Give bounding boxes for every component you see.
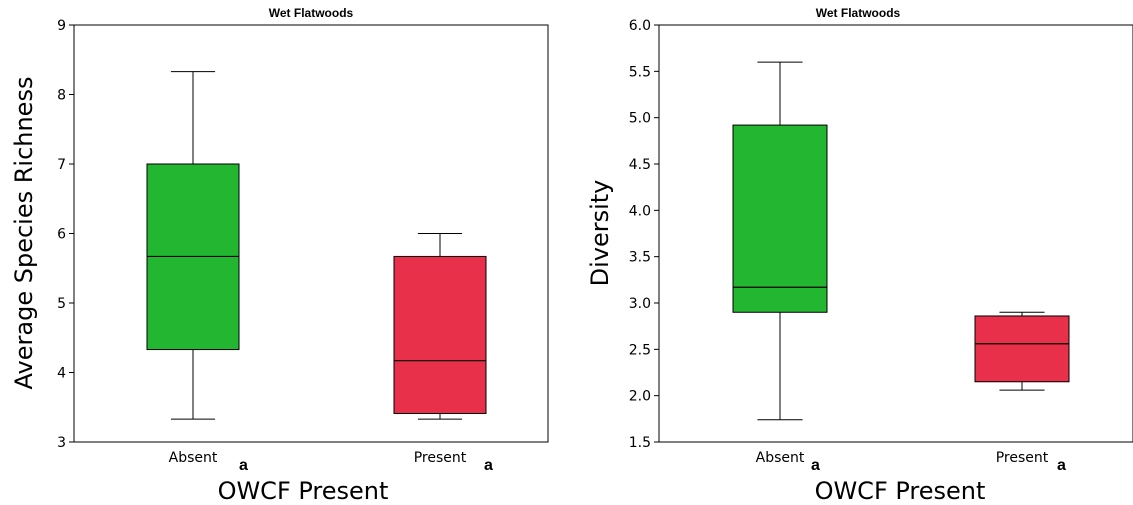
significance-letter-absent: a — [811, 457, 820, 474]
box-series — [146, 71, 487, 420]
significance-letter-present: a — [1057, 457, 1066, 474]
box-present — [393, 255, 487, 415]
y-tick-label: 2.0 — [629, 389, 651, 405]
y-tick-label: 5.5 — [629, 64, 651, 80]
y-axis-title: Average Species Richness — [10, 77, 38, 390]
y-tick-label: 3 — [57, 435, 66, 451]
x-tick-label-present: Present — [996, 450, 1049, 466]
x-axis-title: OWCF Present — [815, 477, 986, 505]
significance-letter-absent: a — [239, 457, 248, 474]
y-tick-label: 6.0 — [629, 18, 651, 34]
y-tick-label: 7 — [57, 157, 66, 173]
y-axis-title: Diversity — [586, 180, 614, 287]
y-axis: 1.5 2.0 2.5 3.0 3.5 4.0 4.5 5.0 5.5 6.0 — [629, 18, 659, 451]
y-tick-label: 6 — [57, 227, 66, 243]
chart-title: Wet Flatwoods — [269, 6, 354, 20]
chart-title: Wet Flatwoods — [816, 6, 901, 20]
box-present — [974, 315, 1070, 383]
box-absent — [732, 124, 828, 313]
significance-letter-present: a — [484, 457, 493, 474]
x-tick-label-absent: Absent — [756, 450, 805, 466]
y-tick-label: 2.5 — [629, 342, 651, 358]
x-tick-label-absent: Absent — [169, 450, 218, 466]
chart-panel-richness: Wet Flatwoods 3 4 5 6 7 8 9 Absent Present a a… — [10, 6, 549, 505]
y-tick-label: 3.0 — [629, 296, 651, 312]
y-tick-label: 9 — [57, 18, 66, 34]
y-tick-label: 5.0 — [629, 111, 651, 127]
chart-panel-diversity: Wet Flatwoods 1.5 2.0 2.5 3.0 3.5 4.0 4.5 5.0 5.… — [586, 6, 1133, 505]
y-tick-label: 8 — [57, 88, 66, 104]
y-axis: 3 4 5 6 7 8 9 — [57, 18, 74, 451]
y-tick-label: 5 — [57, 296, 66, 312]
y-tick-label: 4 — [57, 366, 66, 382]
box-series — [732, 61, 1070, 421]
x-axis-title: OWCF Present — [218, 477, 389, 505]
y-tick-label: 3.5 — [629, 250, 651, 266]
x-tick-label-present: Present — [414, 450, 467, 466]
y-tick-label: 4.0 — [629, 203, 651, 219]
y-tick-label: 1.5 — [629, 435, 651, 451]
y-tick-label: 4.5 — [629, 157, 651, 173]
